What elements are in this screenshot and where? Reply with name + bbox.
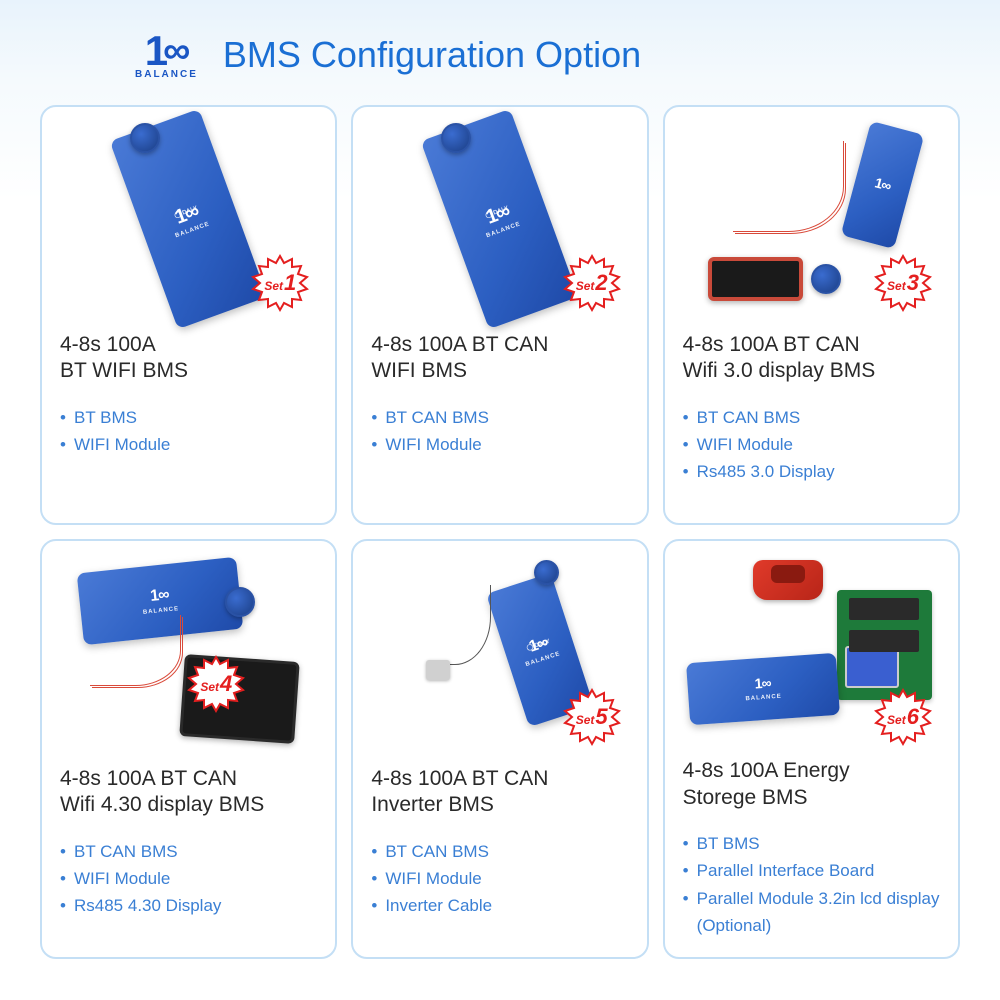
parallel-module-icon: [753, 560, 823, 600]
infographic-root: 1 ∞ BALANCE BMS Configuration Option ◯ D…: [0, 0, 1000, 979]
feature-item: BT BMS: [60, 404, 317, 431]
card-title: 4-8s 100A BT WIFI BMS: [60, 332, 317, 386]
wire-icon: [733, 141, 843, 231]
badge-prefix: Set: [576, 279, 595, 293]
card-title: 4-8s 100A Energy Storege BMS: [683, 758, 940, 812]
feature-list: BT BMS Parallel Interface Board Parallel…: [683, 830, 940, 939]
feature-item: WIFI Module: [683, 431, 940, 458]
card-title: 4-8s 100A BT CAN WIFI BMS: [371, 332, 628, 386]
config-card-set4: 1∞BALANCE Set4 4-8s 100A BT CAN Wifi 4.3…: [40, 539, 337, 959]
badge-number: 4: [220, 671, 232, 697]
feature-list: BT CAN BMS WIFI Module Inverter Cable: [371, 838, 628, 920]
config-card-set6: 1∞BALANCE Set6 4-8s 100A Energy Storege …: [663, 539, 960, 959]
header: 1 ∞ BALANCE BMS Configuration Option: [40, 30, 960, 80]
card-title: 4-8s 100A BT CAN Inverter BMS: [371, 766, 628, 820]
feature-item: Parallel Module 3.2in lcd display (Optio…: [683, 885, 940, 939]
badge-prefix: Set: [264, 279, 283, 293]
bt-module-icon: [130, 123, 160, 153]
set-badge: Set6: [872, 686, 934, 748]
feature-item: Rs485 3.0 Display: [683, 458, 940, 485]
inverter-plug-icon: [426, 660, 450, 680]
badge-number: 5: [595, 704, 607, 730]
product-illustration: 1∞ Set3: [683, 121, 940, 316]
config-card-set5: ◯ DALY1∞BALANCE Set5 4-8s 100A BT CAN In…: [351, 539, 648, 959]
feature-item: Inverter Cable: [371, 892, 628, 919]
feature-item: BT CAN BMS: [371, 838, 628, 865]
product-illustration: 1∞BALANCE Set4: [60, 555, 317, 750]
badge-number: 6: [907, 704, 919, 730]
feature-item: Parallel Interface Board: [683, 857, 940, 884]
bt-module-icon: [225, 587, 255, 617]
set-badge: Set5: [561, 686, 623, 748]
config-card-set2: ◯ DALY1∞BALANCE Set2 4-8s 100A BT CAN WI…: [351, 105, 648, 525]
logo-infinity-icon: ∞: [163, 32, 188, 70]
set-badge: Set2: [561, 252, 623, 314]
feature-item: BT BMS: [683, 830, 940, 857]
bt-module-icon: [534, 560, 559, 585]
wire-icon: [90, 615, 180, 685]
feature-list: BT BMS WIFI Module: [60, 404, 317, 458]
badge-prefix: Set: [576, 713, 595, 727]
config-card-set3: 1∞ Set3 4-8s 100A BT CAN Wifi 3.0 displa…: [663, 105, 960, 525]
feature-item: Rs485 4.30 Display: [60, 892, 317, 919]
page-title: BMS Configuration Option: [223, 34, 641, 76]
parallel-board-icon: [837, 590, 932, 700]
badge-prefix: Set: [887, 713, 906, 727]
set-badge: Set4: [185, 653, 247, 715]
feature-list: BT CAN BMS WIFI Module Rs485 3.0 Display: [683, 404, 940, 486]
set-badge: Set3: [872, 252, 934, 314]
display-3-icon: [708, 257, 803, 301]
badge-prefix: Set: [200, 680, 219, 694]
feature-item: BT CAN BMS: [371, 404, 628, 431]
feature-list: BT CAN BMS WIFI Module Rs485 4.30 Displa…: [60, 838, 317, 920]
set-badge: Set1: [249, 252, 311, 314]
logo-subtext: BALANCE: [135, 69, 198, 80]
brand-logo: 1 ∞ BALANCE: [135, 30, 198, 80]
bms-board-icon: 1∞BALANCE: [686, 653, 840, 725]
feature-item: WIFI Module: [60, 431, 317, 458]
product-illustration: ◯ DALY1∞BALANCE Set1: [60, 121, 317, 316]
feature-item: BT CAN BMS: [60, 838, 317, 865]
bms-board-icon: 1∞: [841, 121, 925, 249]
badge-prefix: Set: [887, 279, 906, 293]
feature-item: BT CAN BMS: [683, 404, 940, 431]
badge-number: 1: [284, 270, 296, 296]
card-title: 4-8s 100A BT CAN Wifi 3.0 display BMS: [683, 332, 940, 386]
product-illustration: ◯ DALY1∞BALANCE Set2: [371, 121, 628, 316]
card-title: 4-8s 100A BT CAN Wifi 4.30 display BMS: [60, 766, 317, 820]
wire-icon: [431, 585, 491, 665]
product-illustration: 1∞BALANCE Set6: [683, 555, 940, 742]
feature-item: WIFI Module: [371, 865, 628, 892]
feature-item: WIFI Module: [371, 431, 628, 458]
feature-item: WIFI Module: [60, 865, 317, 892]
feature-list: BT CAN BMS WIFI Module: [371, 404, 628, 458]
product-illustration: ◯ DALY1∞BALANCE Set5: [371, 555, 628, 750]
cards-grid: ◯ DALY1∞BALANCE Set1 4-8s 100A BT WIFI B…: [40, 105, 960, 959]
badge-number: 3: [907, 270, 919, 296]
bt-module-icon: [811, 264, 841, 294]
config-card-set1: ◯ DALY1∞BALANCE Set1 4-8s 100A BT WIFI B…: [40, 105, 337, 525]
badge-number: 2: [595, 270, 607, 296]
